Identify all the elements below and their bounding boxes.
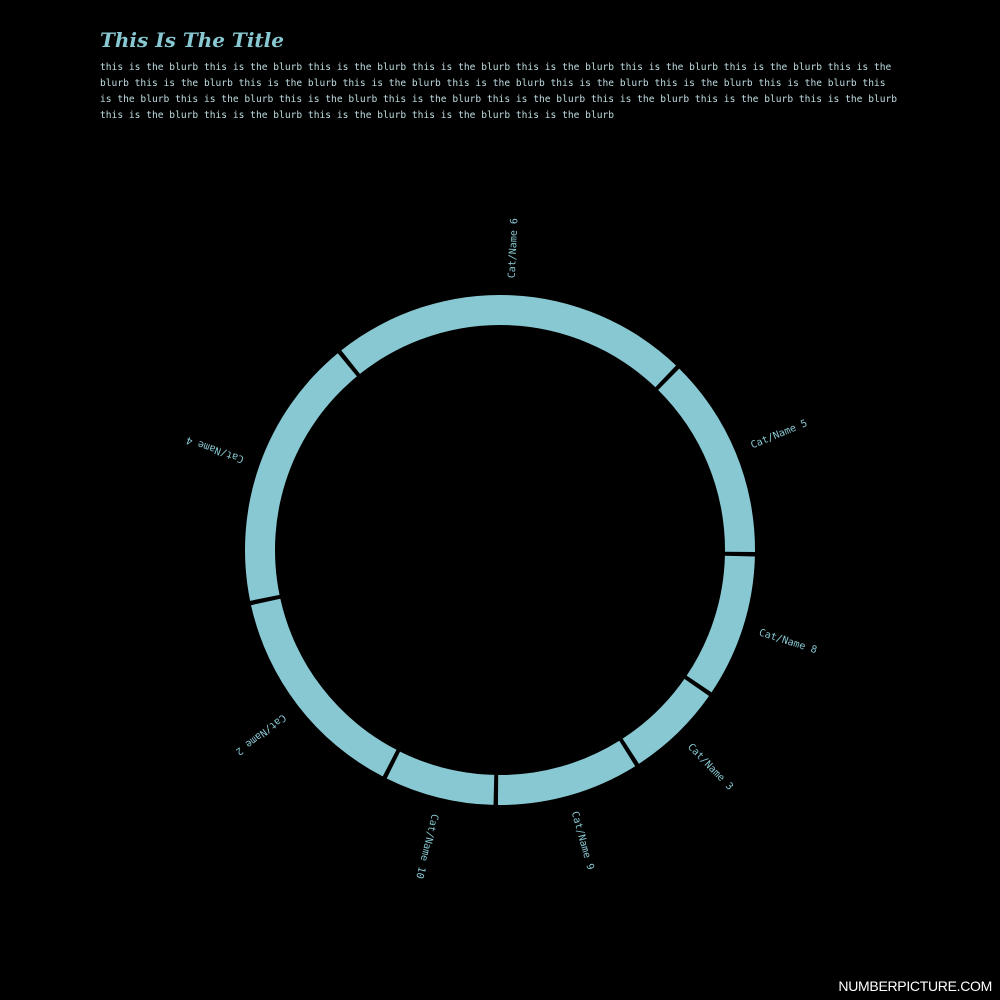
chart-blurb: this is the blurb this is the blurb this… [100, 62, 898, 121]
ring-segment [497, 740, 636, 805]
segment-label: Cat/Name 4 [185, 434, 245, 464]
footer-brand: NUMBERPICTURE.COM [838, 978, 992, 994]
ring-segment [251, 598, 397, 777]
segment-label: Cat/Name 2 [233, 711, 287, 756]
segment-label: Cat/Name 3 [685, 742, 735, 793]
segment-label: Cat/Name 8 [757, 627, 818, 656]
ring-segment [686, 555, 755, 693]
ring-segment [386, 751, 495, 805]
segment-label: Cat/Name 10 [413, 813, 440, 880]
chart-title: This Is The Title [100, 28, 284, 52]
ring-segment [341, 294, 677, 388]
ring-segment [658, 368, 755, 553]
segment-label: Cat/Name 9 [569, 810, 596, 871]
segment-label: Cat/Name 5 [749, 418, 809, 451]
ring-segment [245, 353, 357, 601]
ring-segments [245, 294, 755, 805]
segment-label: Cat/Name 6 [507, 218, 521, 279]
ring-segment [622, 678, 710, 764]
